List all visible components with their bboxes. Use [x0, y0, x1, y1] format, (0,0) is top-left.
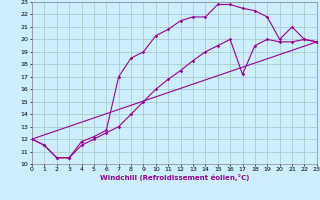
X-axis label: Windchill (Refroidissement éolien,°C): Windchill (Refroidissement éolien,°C)	[100, 174, 249, 181]
